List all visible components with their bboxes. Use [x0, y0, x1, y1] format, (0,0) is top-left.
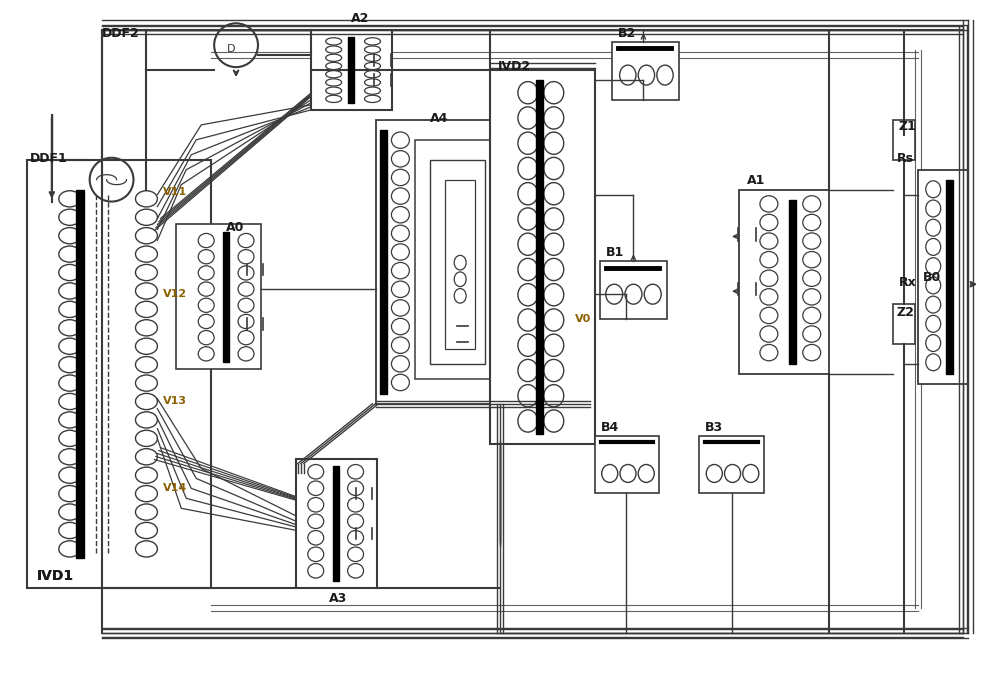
Bar: [376, 120, 500, 404]
Text: IVD1: IVD1: [37, 569, 74, 583]
Text: Z1: Z1: [898, 120, 916, 133]
Text: B3: B3: [705, 421, 723, 434]
Text: V11: V11: [163, 187, 187, 196]
Text: V12: V12: [163, 289, 187, 299]
Text: A3: A3: [329, 592, 347, 605]
Bar: [600, 261, 667, 319]
Bar: [536, 80, 543, 434]
Text: V14: V14: [163, 484, 188, 493]
Bar: [918, 170, 968, 384]
Text: Z2: Z2: [896, 306, 914, 319]
Bar: [223, 233, 229, 362]
Text: B1: B1: [606, 246, 624, 259]
Text: IVD1: IVD1: [37, 569, 74, 583]
Text: V0: V0: [575, 314, 591, 324]
Text: B2: B2: [618, 27, 636, 40]
Text: A0: A0: [226, 222, 244, 235]
Bar: [27, 160, 211, 588]
Bar: [445, 180, 475, 349]
Bar: [430, 160, 485, 364]
Text: IVD2: IVD2: [498, 60, 531, 73]
Text: A1: A1: [747, 174, 765, 187]
Bar: [699, 436, 764, 493]
Text: DDF2: DDF2: [102, 27, 139, 40]
Bar: [789, 200, 796, 364]
Bar: [739, 189, 829, 374]
Bar: [311, 30, 392, 110]
Bar: [490, 70, 595, 444]
Bar: [176, 224, 261, 369]
Text: A4: A4: [430, 112, 449, 125]
Bar: [380, 130, 387, 394]
Bar: [612, 42, 679, 100]
Bar: [893, 304, 915, 344]
Text: Rs: Rs: [896, 152, 913, 165]
Bar: [893, 120, 915, 160]
Bar: [348, 37, 354, 103]
Text: B0: B0: [923, 272, 942, 285]
Bar: [76, 189, 84, 558]
Bar: [595, 436, 659, 493]
Bar: [415, 140, 497, 379]
Bar: [333, 466, 339, 581]
Text: Rx: Rx: [898, 276, 916, 289]
Bar: [946, 180, 953, 374]
Text: A2: A2: [351, 12, 369, 25]
Text: D: D: [227, 44, 236, 54]
Text: V13: V13: [163, 396, 187, 406]
Text: DDF1: DDF1: [30, 152, 68, 165]
Bar: [296, 458, 377, 588]
Text: B4: B4: [601, 421, 619, 434]
